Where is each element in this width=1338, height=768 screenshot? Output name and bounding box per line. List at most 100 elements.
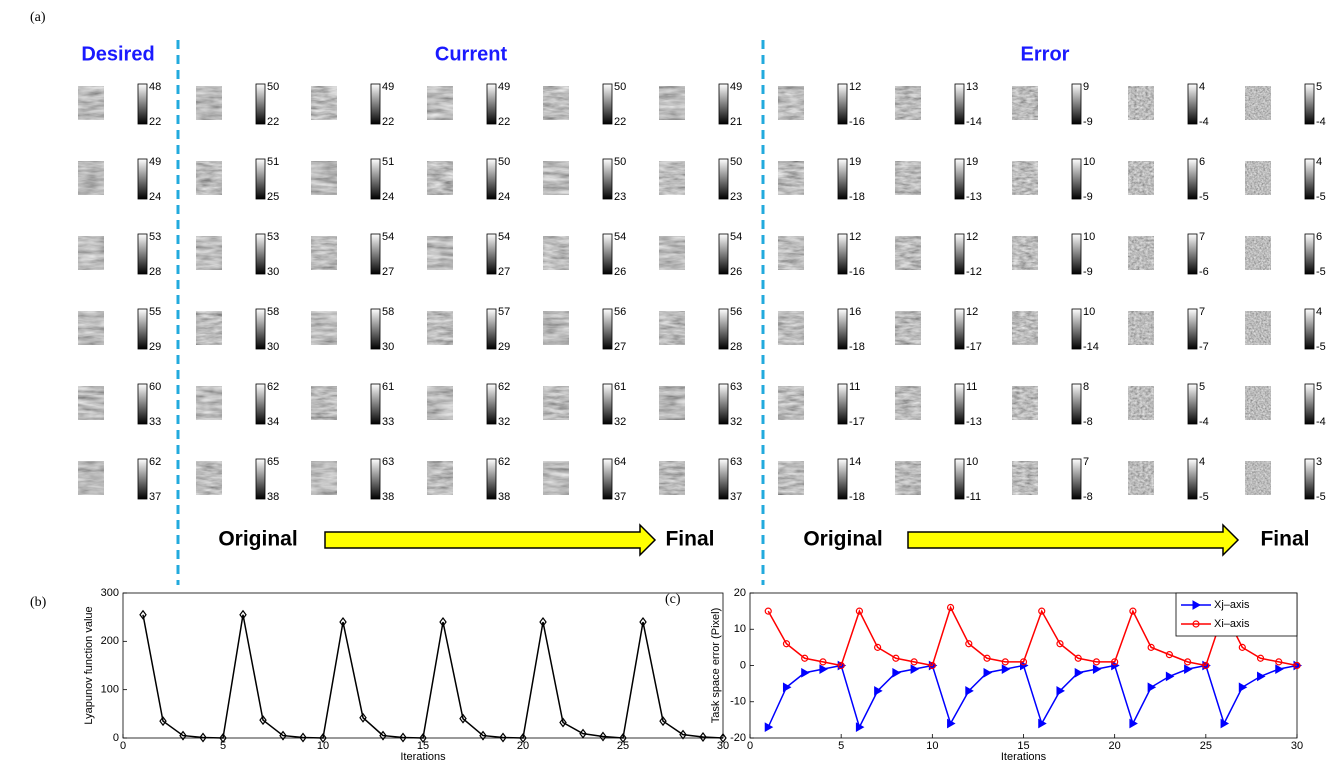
image-patch [543, 311, 569, 345]
colorbar [1187, 158, 1198, 200]
colorbar [718, 158, 729, 200]
colorbar-max: 61 [614, 381, 626, 393]
colorbar-min: 28 [730, 341, 742, 353]
colorbar [1304, 83, 1315, 125]
colorbar-min: 21 [730, 116, 742, 128]
series-line [767, 605, 1298, 667]
image-patch [78, 86, 104, 120]
colorbar [370, 383, 381, 425]
colorbar-max: 58 [382, 306, 394, 318]
colorbar-max: 5 [1316, 381, 1322, 393]
colorbar-max: 55 [149, 306, 161, 318]
marker [837, 661, 845, 670]
colorbar-max: 56 [730, 306, 742, 318]
marker [459, 713, 467, 724]
colorbar-min: 22 [498, 116, 510, 128]
marker [1238, 682, 1248, 693]
colorbar-max: 16 [849, 306, 861, 318]
colorbar-max: 57 [498, 306, 510, 318]
column-header: Desired [81, 43, 154, 65]
x-tick-label: 10 [926, 740, 938, 752]
panel-label: (c) [665, 592, 681, 607]
series-line [767, 664, 1298, 730]
colorbar-max: 53 [149, 231, 161, 243]
image-patch [1012, 311, 1038, 345]
colorbar-max: 51 [267, 156, 279, 168]
x-tick-label: 25 [617, 740, 629, 752]
x-tick-label: 30 [717, 740, 729, 752]
colorbar [255, 83, 266, 125]
colorbar-max: 10 [1083, 306, 1095, 318]
colorbar-min: 27 [382, 266, 394, 278]
y-tick-label: 300 [101, 587, 119, 599]
colorbar [137, 233, 148, 275]
x-axis-label: Iterations [1001, 751, 1047, 763]
colorbar-max: 63 [730, 381, 742, 393]
marker [801, 654, 809, 662]
panel-label: (b) [30, 595, 47, 610]
image-patch [543, 386, 569, 420]
marker [983, 667, 993, 678]
colorbar [954, 233, 965, 275]
colorbar-min: 22 [267, 116, 279, 128]
marker [1092, 664, 1102, 674]
image-patch [196, 461, 222, 495]
image-patch [1245, 311, 1271, 345]
x-tick-label: 0 [747, 740, 753, 752]
colorbar-min: 30 [267, 266, 279, 278]
colorbar-max: 54 [614, 231, 626, 243]
colorbar [954, 383, 965, 425]
marker [1111, 658, 1119, 666]
colorbar [954, 308, 965, 350]
marker [539, 617, 547, 627]
colorbar-max: 62 [267, 381, 279, 393]
x-tick-label: 10 [317, 740, 329, 752]
marker [1001, 658, 1009, 666]
colorbar-max: 8 [1083, 381, 1089, 393]
marker [419, 733, 427, 743]
marker [379, 730, 387, 741]
flow-label: Original [218, 528, 297, 551]
marker [1147, 643, 1155, 651]
colorbar [602, 83, 613, 125]
marker [764, 722, 774, 732]
colorbar [370, 458, 381, 500]
marker [855, 722, 865, 732]
image-patch [427, 461, 453, 495]
image-patch [196, 386, 222, 420]
colorbar [954, 158, 965, 200]
colorbar-max: 50 [614, 81, 626, 93]
marker [599, 731, 607, 742]
image-patch [895, 311, 921, 345]
axes-box [122, 592, 724, 739]
image-patch [778, 386, 804, 420]
marker [1184, 664, 1193, 674]
colorbar-min: -9 [1083, 116, 1093, 128]
colorbar-min: -5 [1316, 491, 1326, 503]
colorbar [602, 308, 613, 350]
colorbar-min: 32 [498, 416, 510, 428]
colorbar-min: -17 [849, 416, 865, 428]
colorbar-min: 23 [730, 191, 742, 203]
colorbar-min: 24 [382, 191, 394, 203]
image-patch [196, 236, 222, 270]
colorbar-max: 19 [849, 156, 861, 168]
marker [1293, 661, 1301, 670]
colorbar-max: 61 [382, 381, 394, 393]
image-patch [659, 236, 685, 270]
colorbar [1187, 308, 1198, 350]
colorbar [137, 458, 148, 500]
marker [1038, 718, 1047, 729]
colorbar [718, 83, 729, 125]
colorbar-max: 56 [614, 306, 626, 318]
marker [1165, 671, 1175, 682]
colorbar-min: -14 [966, 116, 982, 128]
colorbar [255, 308, 266, 350]
image-patch [895, 236, 921, 270]
image-patch [895, 86, 921, 120]
colorbar [837, 383, 848, 425]
colorbar-min: 29 [498, 341, 510, 353]
x-tick-label: 15 [1017, 740, 1029, 752]
y-tick-label: 0 [113, 732, 119, 744]
marker [359, 712, 367, 723]
